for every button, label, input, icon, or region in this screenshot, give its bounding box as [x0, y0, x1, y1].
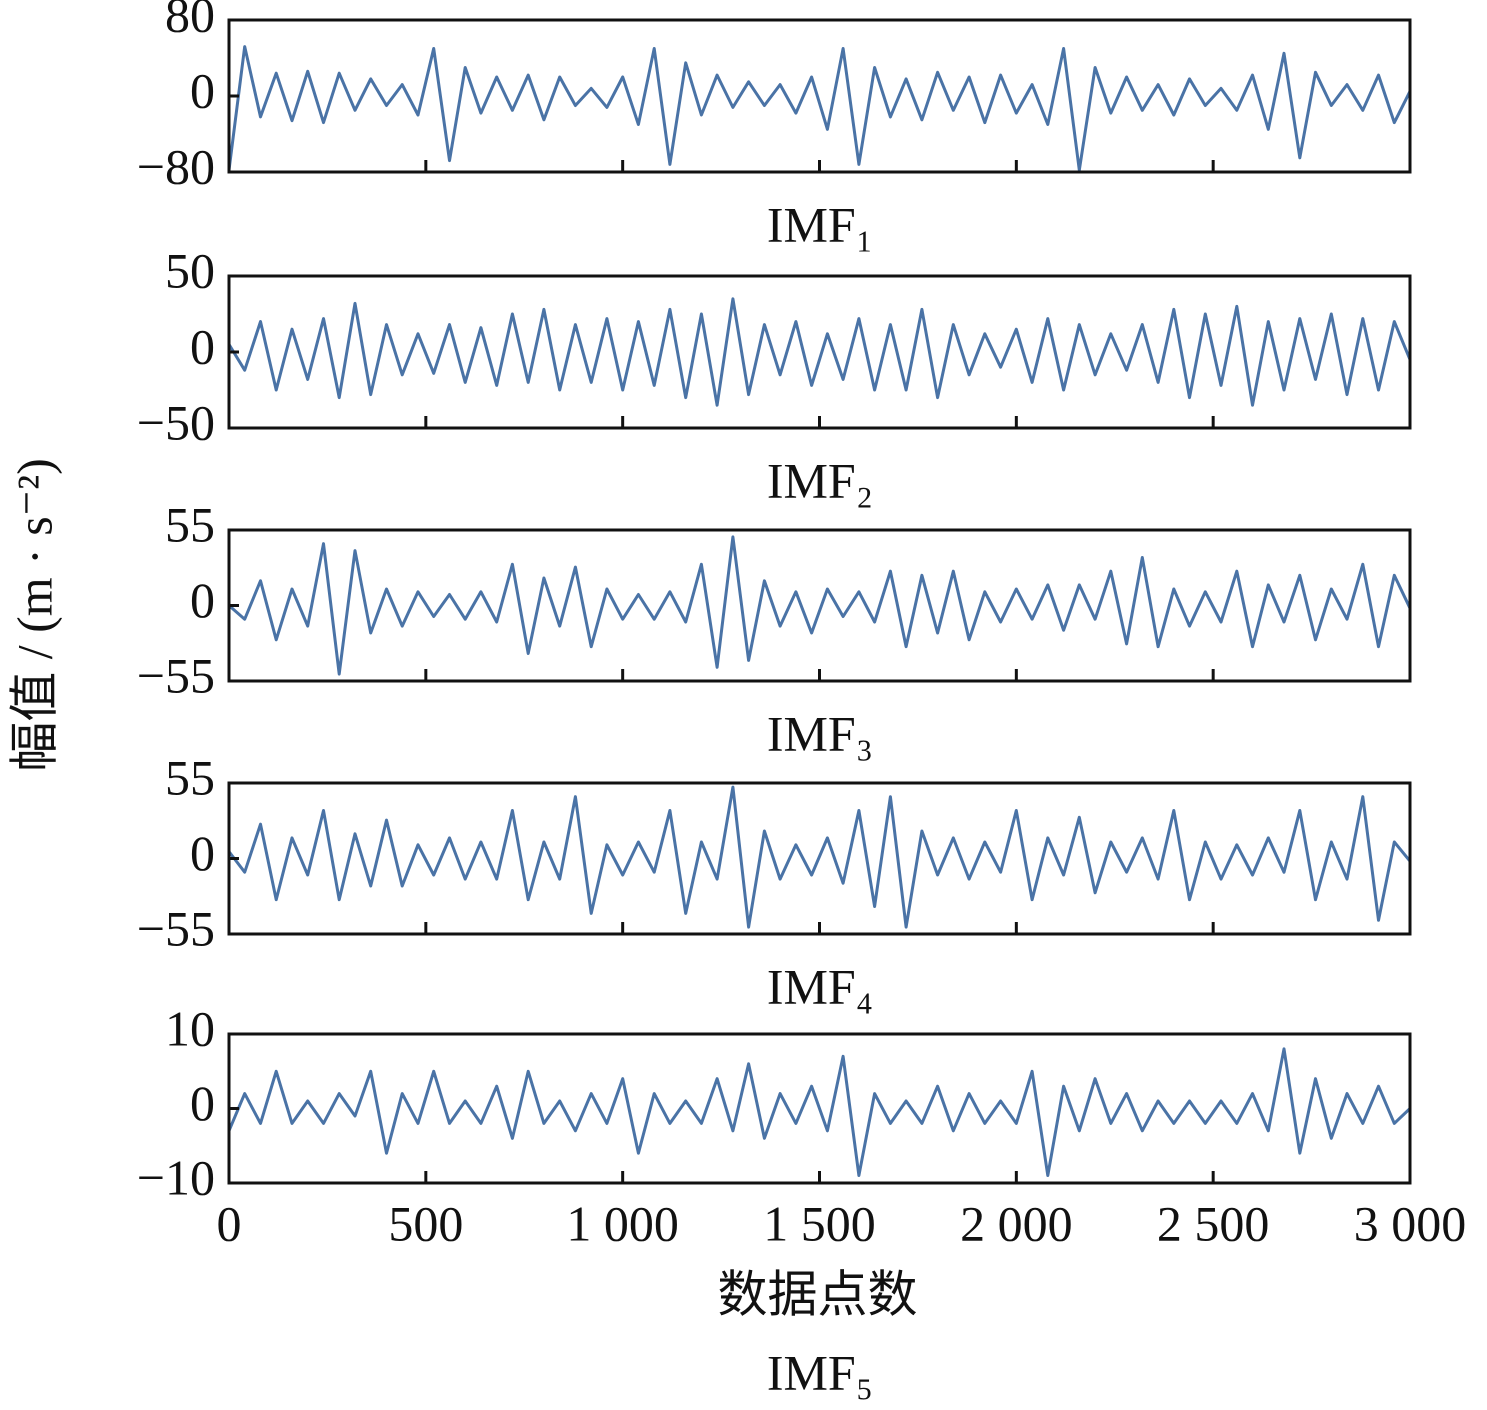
y-tick-label: 0: [190, 1075, 215, 1131]
y-tick-label: −10: [137, 1149, 215, 1205]
signal-line: [227, 785, 1412, 929]
y-tick-label: 0: [190, 62, 215, 118]
y-tick-label: 0: [190, 572, 215, 628]
signal-line: [227, 45, 1412, 172]
plot-frame: [227, 18, 1412, 174]
y-tick-label: −55: [137, 900, 215, 956]
y-axis-label: 幅值 / (m · s⁻²): [6, 458, 62, 772]
x-tick-label: 3 000: [1354, 1195, 1467, 1251]
y-tick-label: 55: [165, 749, 215, 805]
y-tick-label: −55: [137, 647, 215, 703]
y-tick-label: −50: [137, 394, 215, 450]
y-tick-label: 10: [165, 1000, 215, 1056]
panel-title: IMF₃: [767, 705, 873, 761]
panel-title: IMF₁: [767, 196, 873, 252]
x-tick-label: 2 500: [1157, 1195, 1270, 1251]
y-tick-label: 50: [165, 242, 215, 298]
signal-line: [228, 535, 1412, 676]
y-tick-label: 0: [190, 318, 215, 374]
y-tick-label: 80: [165, 0, 215, 42]
x-tick-label: 2 000: [960, 1195, 1073, 1251]
x-tick-label: 500: [388, 1195, 463, 1251]
plot-frame: [227, 528, 1412, 683]
y-tick-label: 0: [190, 825, 215, 881]
x-tick-label: 1 500: [763, 1195, 876, 1251]
panel-title: IMF₅: [767, 1344, 873, 1400]
panel-title: IMF₄: [767, 958, 873, 1014]
x-tick-label: 1 000: [566, 1195, 679, 1251]
y-tick-label: 55: [165, 496, 215, 552]
y-tick-label: −80: [137, 138, 215, 194]
x-axis-label: 数据点数: [718, 1266, 918, 1322]
plot-frame: [227, 274, 1412, 430]
signal-line: [227, 1047, 1412, 1177]
x-tick-label: 0: [217, 1195, 242, 1251]
signal-line: [227, 297, 1412, 407]
panel-title: IMF₂: [767, 452, 873, 508]
